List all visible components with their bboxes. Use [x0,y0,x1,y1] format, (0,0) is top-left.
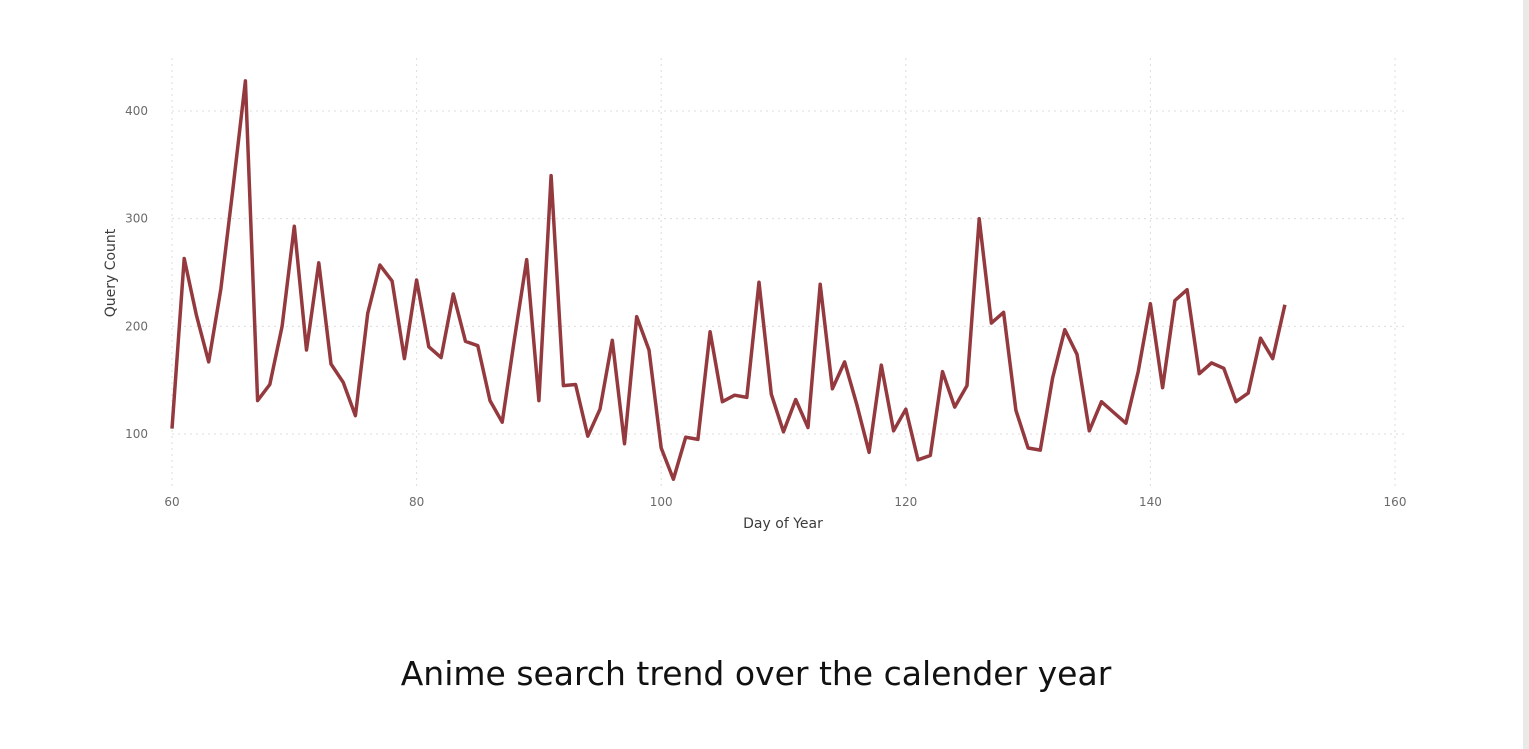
line-chart: 100 200 300 400 60 80 100 120 140 160 Query Coun… [103,58,1406,532]
x-axis-title: Day of Year [743,516,823,532]
y-tick-label: 100 [125,427,148,441]
x-tick-label: 140 [1139,495,1162,509]
x-tick-label: 100 [650,495,673,509]
page-scroll-edge [1523,0,1529,749]
grid-lines [171,58,1405,486]
y-tick-label: 200 [125,319,148,333]
series-line [170,79,1287,481]
series-lines [170,79,1287,481]
x-tick-label: 120 [894,495,917,509]
x-tick-label: 80 [409,495,424,509]
y-tick-label: 400 [125,104,148,118]
y-axis-ticks: 100 200 300 400 [125,104,148,441]
y-axis-title: Query Count [103,228,119,317]
x-tick-label: 60 [164,495,179,509]
x-axis-ticks: 60 80 100 120 140 160 [164,495,1406,509]
x-tick-label: 160 [1384,495,1407,509]
y-tick-label: 300 [125,212,148,226]
chart-caption: Anime search trend over the calender yea… [400,654,1112,693]
